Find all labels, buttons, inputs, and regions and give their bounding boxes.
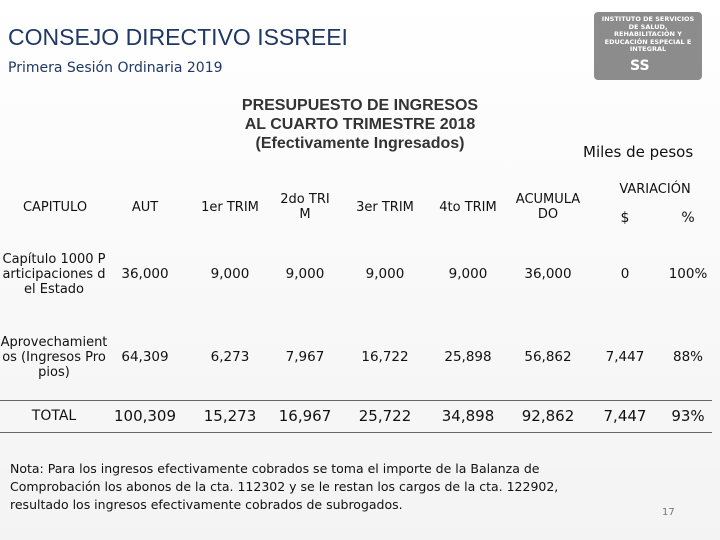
table-cell: 88% [672,349,703,365]
table: CAPITULO AUT 1er TRIM 2do TRIM 3er TRIM 4to T… [0,181,712,433]
table-cell: 25,898 [444,349,492,365]
slide-title: CONSEJO DIRECTIVO ISSREEI [8,24,348,50]
table-cell: 56,862 [524,349,572,365]
units: Miles de pesos [583,143,694,161]
column-header: 2do TRIM [280,192,330,222]
table-cell: 93% [671,407,705,425]
slide-subtitle: Primera Sesión Ordinaria 2019 [8,60,223,76]
row-label: Aprovechamientos (Ingresos Propios) [0,334,108,380]
column-header: 4to TRIM [439,199,497,215]
column-header: ACUMULADO [515,192,581,222]
report-title: PRESUPUESTO DE INGRESOS AL CUARTO TRIMES… [200,96,520,153]
table-cell: 16,967 [278,407,332,425]
variation-header: VARIACIÓN [619,181,691,197]
column-header: AUT [131,199,159,215]
report-title-line: PRESUPUESTO DE INGRESOS [241,97,479,114]
note: Nota: Para los ingresos efectivamente co… [10,461,559,512]
table-cell: 16,722 [361,349,409,365]
table-cell: 100,309 [113,407,177,425]
table-cell: 25,722 [358,407,412,425]
column-header: 1er TRIM [201,199,259,215]
table-cell: 36,000 [524,266,572,282]
table-rule [0,432,712,433]
table-cell: 9,000 [210,266,250,282]
variation-subheader: $ [620,210,630,226]
table-cell: 64,309 [121,349,169,365]
table-cell: 7,447 [603,407,647,425]
table-cell: 92,862 [521,407,575,425]
table-cell: 7,447 [605,349,645,365]
table-cell: 6,273 [210,349,250,365]
table-cell: 0 [620,266,630,282]
table-cell: 34,898 [441,407,495,425]
report-title-line: AL CUARTO TRIMESTRE 2018 [244,116,476,133]
column-header: 3er TRIM [356,199,414,215]
table-cell: 100% [668,266,708,282]
table-cell: 7,967 [285,349,325,365]
logo-text: INSTITUTO DE SERVICIOS DE SALUD, REHABIL… [601,15,695,53]
table-cell: 9,000 [365,266,405,282]
table-cell: 9,000 [285,266,325,282]
row-label: Capítulo 1000 Participaciones del Estado [2,251,106,297]
table-rule [0,400,712,401]
row-label: TOTAL [31,408,77,424]
logo: INSTITUTO DE SERVICIOS DE SALUD, REHABIL… [594,12,702,80]
report-title-line: (Efectivamente Ingresados) [255,135,465,152]
logo-mark: SS [630,58,650,74]
column-header: CAPITULO [22,199,88,215]
table-cell: 15,273 [203,407,257,425]
table-cell: 36,000 [121,266,169,282]
table-cell: 9,000 [448,266,488,282]
variation-subheader: % [681,210,695,226]
page-number: 17 [662,507,675,518]
